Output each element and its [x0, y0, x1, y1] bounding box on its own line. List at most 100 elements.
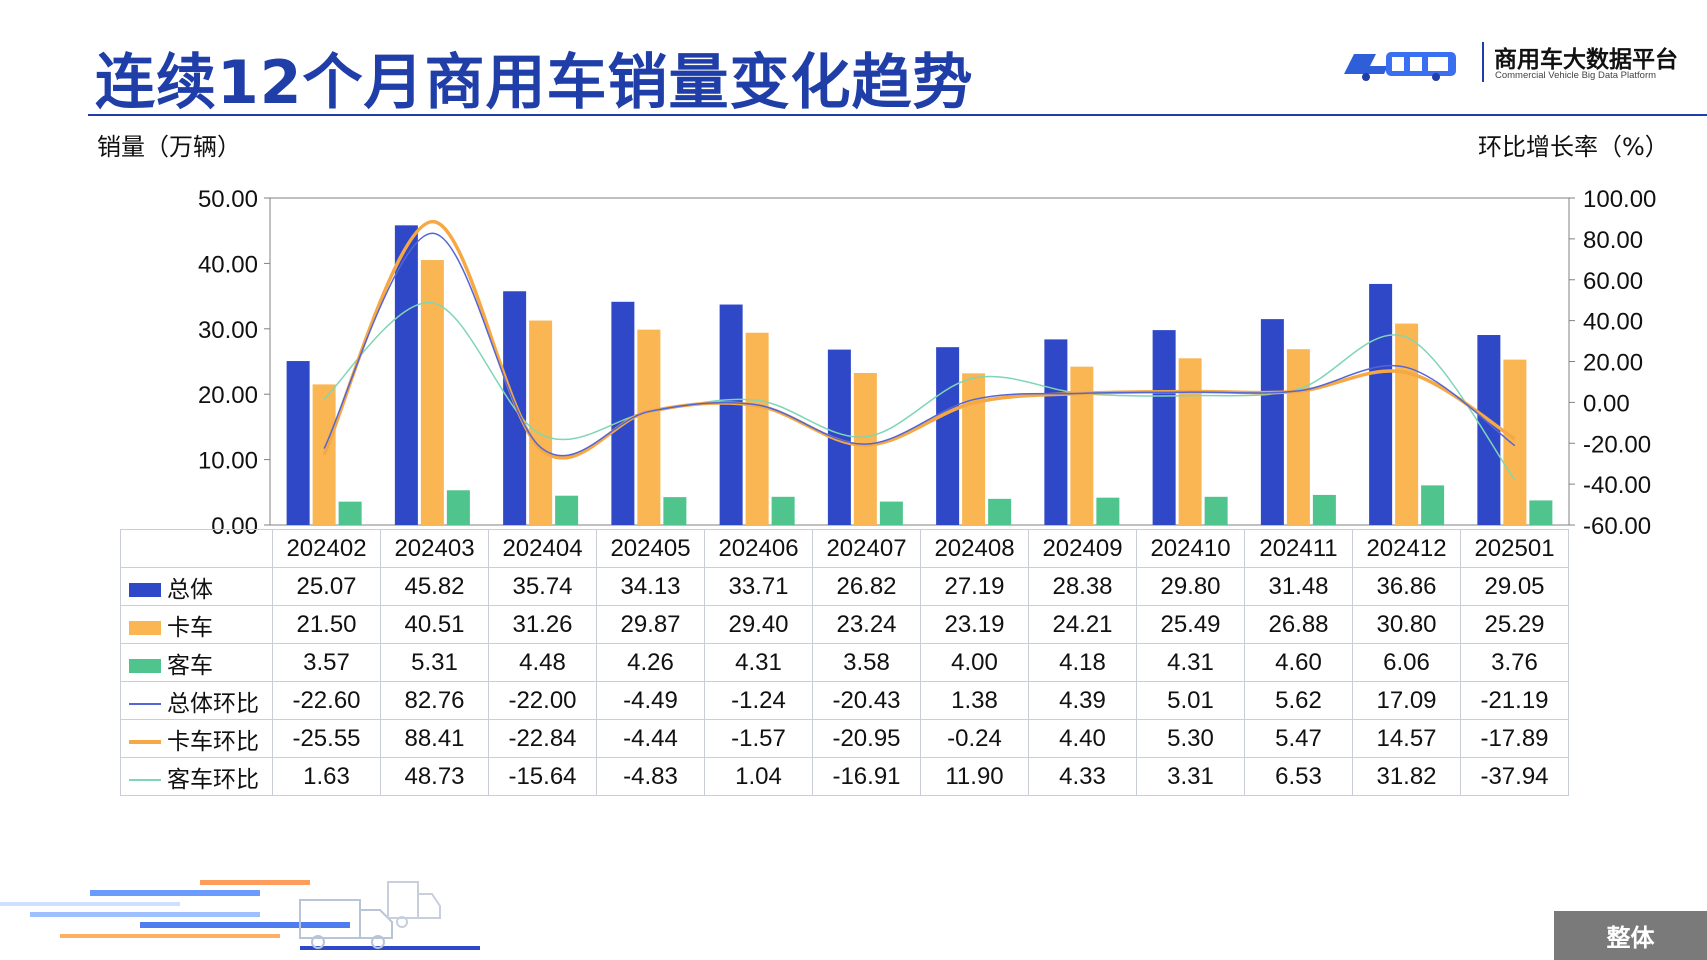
bar-卡车-202408	[962, 373, 986, 525]
data-label: 4.40	[1028, 719, 1137, 758]
legend-cell: 卡车	[120, 605, 273, 644]
data-label: 1.38	[920, 681, 1029, 720]
data-label: 5.30	[1136, 719, 1245, 758]
category-label: 202501	[1460, 529, 1569, 568]
table-row: 客车 3.57 5.31 4.48 4.26 4.31 3.58 4.00 4.18 4.31 4.…	[120, 643, 1569, 682]
data-label: -20.95	[812, 719, 921, 758]
bar-客车-202404	[555, 495, 579, 525]
right-tick-label: 0.00	[1583, 390, 1630, 417]
data-label: 1.04	[704, 757, 813, 796]
left-tick-label: 10.00	[198, 448, 258, 475]
bar-客车-202408	[988, 498, 1012, 525]
category-label: 202405	[596, 529, 705, 568]
data-label: 24.21	[1028, 605, 1137, 644]
legend-swatch	[129, 740, 161, 744]
data-label: 3.58	[812, 643, 921, 682]
data-label: -37.94	[1460, 757, 1569, 796]
bar-总体-202402	[286, 361, 310, 525]
category-label: 202407	[812, 529, 921, 568]
right-tick-label: 40.00	[1583, 309, 1643, 336]
data-label: -15.64	[488, 757, 597, 796]
data-label: 48.73	[380, 757, 489, 796]
left-tick-label: 40.00	[198, 251, 258, 278]
bar-总体-202403	[394, 225, 418, 525]
data-label: 4.31	[1136, 643, 1245, 682]
data-label: -17.89	[1460, 719, 1569, 758]
logo-separator	[1482, 42, 1484, 82]
data-label: 11.90	[920, 757, 1029, 796]
left-axis-label: 销量（万辆）	[97, 133, 241, 161]
category-label: 202403	[380, 529, 489, 568]
data-label: 1.63	[272, 757, 381, 796]
data-label: -4.83	[596, 757, 705, 796]
data-label: 4.33	[1028, 757, 1137, 796]
bar-总体-202406	[719, 304, 743, 525]
bar-客车-202402	[338, 501, 362, 525]
left-tick-label: 50.00	[198, 186, 258, 213]
left-tick-label: 30.00	[198, 317, 258, 344]
legend-cell: 总体环比	[120, 681, 273, 720]
line-总体环比	[323, 232, 1516, 457]
data-label: 5.31	[380, 643, 489, 682]
table-row: 客车环比 1.63 48.73 -15.64 -4.83 1.04 -16.91 11.90 4…	[120, 757, 1569, 796]
bar-客车-202403	[446, 490, 470, 525]
logo-subtitle: Commercial Vehicle Big Data Platform	[1495, 70, 1657, 81]
data-label: 4.39	[1028, 681, 1137, 720]
data-label: 3.31	[1136, 757, 1245, 796]
bar-卡车-202501	[1503, 359, 1527, 525]
data-label: -1.24	[704, 681, 813, 720]
legend-label: 总体	[167, 576, 213, 603]
category-label: 202406	[704, 529, 813, 568]
legend-swatch	[129, 583, 161, 597]
data-label: 21.50	[272, 605, 381, 644]
bar-客车-202412	[1421, 485, 1445, 525]
bar-卡车-202404	[529, 320, 553, 525]
data-label: 26.88	[1244, 605, 1353, 644]
data-label: -0.24	[920, 719, 1029, 758]
data-label: -20.43	[812, 681, 921, 720]
bar-卡车-202410	[1178, 358, 1202, 525]
category-label: 202402	[272, 529, 381, 568]
platform-logo: 商用车大数据平台 Commercial Vehicle Big Data Pla…	[1336, 40, 1696, 85]
bar-卡车-202412	[1395, 323, 1419, 525]
data-label: 27.19	[920, 567, 1029, 606]
data-label: -4.44	[596, 719, 705, 758]
data-label: -25.55	[272, 719, 381, 758]
data-label: 33.71	[704, 567, 813, 606]
data-label: -4.49	[596, 681, 705, 720]
bar-总体-202410	[1152, 330, 1176, 525]
legend-swatch	[129, 779, 161, 781]
data-label: 17.09	[1352, 681, 1461, 720]
data-label: 23.19	[920, 605, 1029, 644]
bar-卡车-202402	[312, 384, 336, 525]
data-label: 29.80	[1136, 567, 1245, 606]
data-label: 29.40	[704, 605, 813, 644]
data-label: 29.87	[596, 605, 705, 644]
bar-客车-202407	[879, 501, 903, 525]
data-label: 34.13	[596, 567, 705, 606]
data-label: 23.24	[812, 605, 921, 644]
bar-客车-202411	[1312, 494, 1336, 525]
data-label: 45.82	[380, 567, 489, 606]
data-label: 31.26	[488, 605, 597, 644]
right-tick-label: -60.00	[1583, 513, 1651, 540]
truck-logo-icon	[1344, 52, 1456, 81]
legend-swatch	[129, 621, 161, 635]
right-axis-label: 环比增长率（%）	[1478, 133, 1669, 161]
legend-cell: 客车环比	[120, 757, 273, 796]
data-label: 25.29	[1460, 605, 1569, 644]
scope-tab-overall[interactable]: 整体	[1554, 911, 1707, 960]
data-label: 6.06	[1352, 643, 1461, 682]
data-label: 4.60	[1244, 643, 1353, 682]
category-label: 202404	[488, 529, 597, 568]
line-客车环比	[323, 302, 1516, 481]
data-label: 3.76	[1460, 643, 1569, 682]
legend-label: 卡车环比	[167, 728, 259, 755]
bar-卡车-202403	[420, 260, 444, 525]
data-label: 4.48	[488, 643, 597, 682]
bar-客车-202406	[771, 496, 795, 525]
bar-卡车-202406	[745, 332, 769, 525]
data-label: 26.82	[812, 567, 921, 606]
data-label: 5.01	[1136, 681, 1245, 720]
